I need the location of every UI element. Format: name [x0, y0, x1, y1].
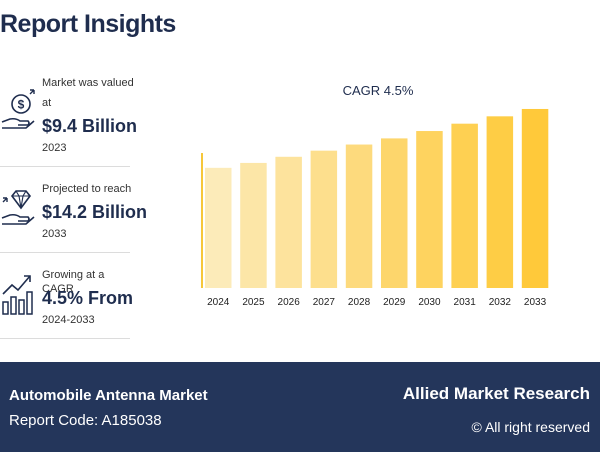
bar-2030 [416, 131, 443, 288]
bar-2031 [451, 123, 478, 288]
x-tick-label: 2024 [207, 297, 230, 308]
stat-label: Growing at a CAGR [42, 269, 105, 295]
chart-title: CAGR 4.5% [343, 83, 414, 98]
bar-2026 [275, 156, 302, 288]
bar-2032 [486, 116, 514, 288]
bar-2033 [521, 108, 549, 288]
bar-2028 [345, 144, 373, 288]
brand-name: Allied Market Research [402, 384, 590, 403]
bar-2025 [240, 162, 267, 288]
bar-chart: CAGR 4.5% 2024 2025 2026 2027 2028 2029 2030 20… [201, 83, 549, 308]
market-name: Automobile Antenna Market [9, 387, 208, 404]
bar-2029 [381, 138, 408, 288]
footer: Automobile Antenna Market Report Code: A… [0, 362, 600, 452]
money-hand-icon: $ [0, 88, 36, 136]
divider [0, 166, 130, 167]
x-tick-label: 2033 [524, 297, 547, 308]
x-tick-label: 2031 [454, 297, 477, 308]
stat-label-continued: at [42, 97, 52, 109]
x-tick-label: 2032 [489, 297, 512, 308]
divider [0, 252, 130, 253]
stat-year: 2023 [42, 142, 67, 154]
stat-value: $9.4 Billion [42, 116, 138, 136]
growth-chart-icon [0, 270, 36, 318]
stat-year: 2024-2033 [42, 314, 95, 326]
svg-text:$: $ [18, 98, 25, 112]
diamond-hand-icon [0, 184, 36, 232]
divider [0, 338, 130, 339]
stat-label: Market was valued [42, 77, 134, 89]
stat-year: 2033 [42, 228, 67, 240]
stat-value: $14.2 Billion [42, 202, 148, 222]
bar-2027 [310, 150, 338, 288]
copyright-text: © All right reserved [471, 419, 590, 435]
x-tick-label: 2026 [278, 297, 301, 308]
report-code: Report Code: A185038 [9, 412, 162, 429]
x-tick-label: 2028 [348, 297, 371, 308]
stat-label: Projected to reach [42, 183, 132, 195]
bar-2024 [205, 167, 232, 288]
x-tick-label: 2025 [242, 297, 265, 308]
page-title: Report Insights [0, 10, 176, 38]
x-tick-label: 2030 [418, 297, 441, 308]
x-tick-label: 2029 [383, 297, 406, 308]
stat-value: 4.5% From [42, 288, 134, 308]
x-tick-label: 2027 [313, 297, 336, 308]
